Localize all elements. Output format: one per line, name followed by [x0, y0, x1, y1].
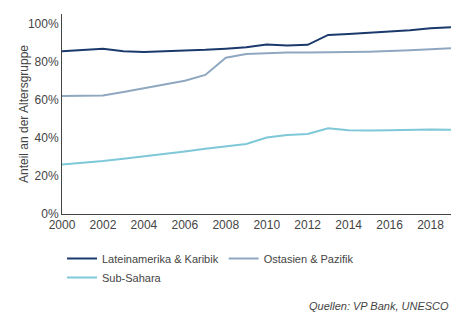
svg-text:Lateinamerika & Karibik: Lateinamerika & Karibik	[102, 253, 219, 265]
svg-text:0%: 0%	[41, 207, 59, 221]
svg-text:Quellen: VP Bank, UNESCO: Quellen: VP Bank, UNESCO	[309, 300, 449, 312]
svg-text:2018: 2018	[417, 218, 444, 232]
svg-text:2002: 2002	[90, 218, 117, 232]
svg-text:80%: 80%	[35, 55, 59, 69]
svg-text:2012: 2012	[294, 218, 321, 232]
svg-text:Ostasien & Pazifik: Ostasien & Pazifik	[264, 253, 354, 265]
svg-text:40%: 40%	[35, 131, 59, 145]
svg-text:20%: 20%	[35, 169, 59, 183]
svg-text:2004: 2004	[131, 218, 158, 232]
svg-text:2008: 2008	[212, 218, 239, 232]
svg-text:2006: 2006	[171, 218, 198, 232]
svg-text:60%: 60%	[35, 93, 59, 107]
svg-text:100%: 100%	[28, 17, 59, 31]
svg-text:Sub-Sahara: Sub-Sahara	[102, 272, 162, 284]
svg-text:2000: 2000	[49, 218, 76, 232]
svg-text:Anteil an der Altersgruppe: Anteil an der Altersgruppe	[17, 45, 31, 183]
svg-text:2016: 2016	[376, 218, 403, 232]
svg-text:2010: 2010	[253, 218, 280, 232]
svg-text:2014: 2014	[335, 218, 362, 232]
